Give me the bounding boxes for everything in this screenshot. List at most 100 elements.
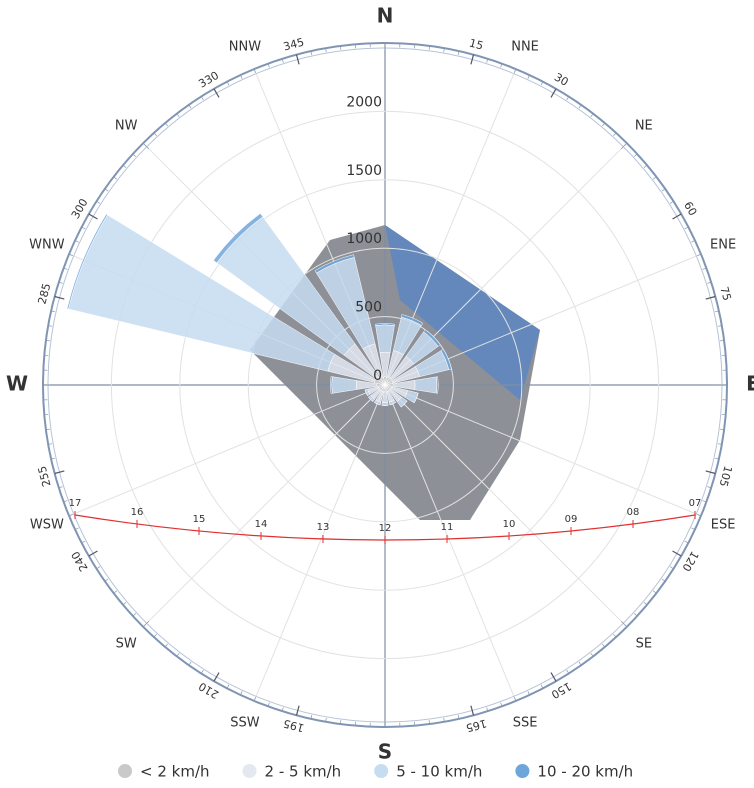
compass-tick [567,97,569,100]
legend-label: 2 - 5 km/h [265,763,342,781]
compass-tick [97,567,100,569]
direction-label: NE [635,119,653,134]
compass-tick [653,591,656,593]
compass-tick [579,105,581,108]
direction-label: ESE [711,518,736,533]
compass-tick [201,97,203,100]
direction-label: SSE [513,716,538,731]
compass-tick [662,579,665,581]
legend-label: < 2 km/h [140,763,210,781]
compass-tick [165,644,168,647]
compass-tick [644,165,647,168]
compass-tick [154,133,157,136]
sun-path-label: 16 [131,507,144,518]
compass-tick [154,634,157,637]
compass-tick [602,644,605,647]
angle-label: 255 [36,464,54,488]
legend-label: 5 - 10 km/h [396,763,482,781]
y-tick-label: 1500 [346,163,382,179]
compass-tick [662,189,665,191]
direction-label: NNW [229,39,261,54]
compass-tick [591,114,593,117]
angle-tick [551,673,556,682]
compass-tick [189,662,191,665]
angle-label: 75 [717,285,733,302]
angle-label: 60 [681,199,699,218]
compass-tick [201,670,203,673]
compass-tick [177,653,179,656]
sun-path-label: 12 [379,523,392,534]
sun-path-label: 11 [441,522,454,533]
compass-tick [670,567,673,569]
compass-tick [177,114,179,117]
compass-tick [653,177,656,179]
sun-path-label: 14 [255,519,268,530]
spoke [143,385,385,627]
wedge [382,403,388,406]
sun-path-label: 07 [689,498,702,509]
angle-label: 30 [552,71,571,89]
angle-label: 105 [716,464,734,488]
compass-tick [133,613,136,616]
compass-tick [114,177,117,179]
compass-tick [634,154,637,157]
direction-label: WNW [29,237,65,252]
spoke [254,385,385,701]
compass-tick [123,602,126,605]
cardinal-label: S [378,740,392,764]
sun-path-label: 15 [193,514,206,525]
legend-marker [374,764,388,778]
angle-tick [214,89,219,98]
angle-label: 285 [36,282,54,306]
compass-tick [105,579,108,581]
compass-tick [165,123,168,126]
compass-tick [602,123,605,126]
y-tick-label: 1000 [346,231,382,247]
legend-marker [515,764,529,778]
legend-label: 10 - 20 km/h [537,763,633,781]
angle-tick [89,214,98,219]
compass-tick [105,189,108,191]
sun-path-label: 08 [627,507,640,518]
compass-tick [189,105,191,108]
compass-tick [133,154,136,157]
angle-tick [673,551,682,556]
spoke [69,385,385,516]
direction-label: SE [636,636,652,651]
direction-label: SW [116,636,137,651]
angle-tick [89,551,98,556]
direction-label: ENE [710,237,736,252]
direction-label: NW [115,119,138,134]
angle-label: 195 [282,716,306,734]
sun-path-label: 13 [317,522,330,533]
cardinal-label: E [746,372,754,396]
sun-path-label: 09 [565,514,578,525]
y-tick-label: 2000 [346,94,382,110]
compass-tick [613,133,616,136]
angle-label: 15 [468,36,485,52]
legend-marker [243,764,257,778]
angle-label: 165 [464,716,488,734]
compass-tick [591,653,593,656]
compass-tick [567,670,569,673]
compass-tick [670,201,673,203]
angle-tick [551,89,556,98]
direction-label: SSW [230,716,260,731]
compass-tick [579,662,581,665]
direction-label: WSW [30,518,64,533]
compass-tick [97,201,100,203]
angle-tick [214,673,219,682]
compass-tick [123,165,126,168]
compass-tick [114,591,117,593]
legend-marker [118,764,132,778]
y-tick-label: 0 [373,368,382,384]
y-tick-label: 500 [355,300,382,316]
compass-tick [634,613,637,616]
cardinal-label: N [377,4,394,28]
sun-path-label: 17 [69,498,82,509]
angle-label: 345 [282,36,306,54]
compass-tick [644,602,647,605]
direction-label: NNE [511,39,539,54]
